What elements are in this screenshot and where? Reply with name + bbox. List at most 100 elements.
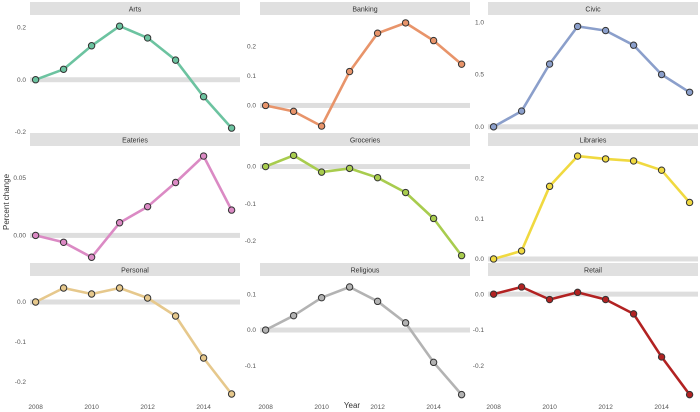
facet-strip-religious [260, 263, 470, 276]
y-tick-label-libraries: 0.2 [475, 175, 484, 182]
series-line-personal [34, 286, 233, 396]
data-point-libraries [601, 155, 610, 163]
data-point-eateries [171, 178, 180, 187]
data-point-religious [457, 390, 466, 399]
data-point-personal [199, 354, 208, 362]
y-tick-label-libraries: 0.0 [475, 256, 484, 263]
facet-strip-label-banking: Banking [352, 7, 377, 14]
data-point-arts [227, 124, 236, 132]
y-tick-label-libraries: 0.1 [475, 216, 484, 223]
series-line-banking [264, 21, 463, 128]
data-point-personal [115, 284, 124, 292]
data-point-religious [401, 319, 410, 327]
data-point-libraries [489, 255, 498, 263]
data-point-eateries [227, 206, 236, 214]
y-tick-label-arts: 0.2 [17, 25, 26, 32]
zero-line-personal [30, 299, 240, 305]
facet-strip-arts [30, 2, 240, 15]
data-point-civic [657, 70, 666, 79]
zero-line-groceries [260, 164, 470, 170]
data-point-groceries [401, 188, 410, 197]
data-point-eateries [31, 231, 40, 240]
y-tick-label-arts: 0.0 [17, 77, 26, 84]
data-point-libraries [685, 198, 694, 207]
zero-line-banking [260, 102, 470, 108]
data-point-religious [289, 311, 298, 320]
data-point-banking [317, 122, 326, 130]
y-tick-label-eateries: 0.05 [13, 175, 26, 182]
y-tick-label-groceries: -0.2 [245, 238, 257, 245]
zero-line-retail [488, 291, 698, 297]
data-point-retail [601, 295, 610, 304]
x-tick-label: 2012 [598, 404, 613, 411]
zero-line-libraries [488, 256, 698, 262]
data-point-retail [629, 310, 638, 318]
data-point-libraries [573, 152, 582, 160]
y-tick-label-banking: 0.1 [247, 73, 256, 80]
series-line-eateries [34, 154, 233, 259]
y-tick-label-personal: 0.0 [17, 299, 26, 306]
x-tick-label: 2014 [196, 404, 211, 411]
data-point-personal [31, 298, 40, 306]
zero-line-religious [260, 327, 470, 333]
data-point-civic [629, 41, 638, 49]
data-point-arts [171, 56, 180, 64]
data-point-eateries [143, 202, 152, 211]
series-line-religious [264, 285, 463, 396]
y-tick-label-arts: -0.2 [15, 129, 27, 136]
x-tick-label: 2008 [28, 404, 43, 411]
data-point-personal [59, 284, 68, 292]
data-point-personal [87, 290, 96, 298]
x-tick-label: 2012 [370, 404, 385, 411]
data-point-religious [429, 358, 438, 367]
series-line-arts [34, 24, 233, 130]
data-point-groceries [345, 164, 354, 173]
data-point-arts [143, 34, 152, 42]
facet-strip-label-eateries: Eateries [122, 138, 148, 145]
series-line-libraries [492, 154, 691, 261]
data-point-civic [517, 107, 526, 115]
facet-strip-personal [30, 263, 240, 276]
data-point-arts [199, 93, 208, 101]
facet-strip-label-retail: Retail [584, 268, 602, 275]
data-point-civic [489, 123, 498, 131]
zero-line-eateries [30, 232, 240, 238]
data-point-banking [457, 60, 466, 68]
facet-strip-label-religious: Religious [351, 268, 380, 275]
data-point-groceries [429, 214, 438, 223]
data-point-personal [227, 390, 236, 398]
data-point-groceries [457, 251, 466, 260]
x-tick-label: 2010 [84, 404, 99, 411]
y-tick-label-personal: -0.2 [15, 379, 27, 386]
data-point-groceries [317, 168, 326, 176]
y-tick-label-civic: 0.0 [475, 124, 484, 131]
facet-strip-eateries [30, 133, 240, 146]
data-point-eateries [115, 219, 124, 227]
data-point-libraries [629, 157, 638, 165]
series-line-retail [492, 285, 691, 396]
data-point-retail [685, 390, 694, 399]
x-tick-label: 2012 [140, 404, 155, 411]
y-tick-label-eateries: 0.00 [13, 233, 26, 240]
y-axis-title: Percent change [2, 173, 11, 230]
data-point-groceries [373, 173, 382, 182]
data-point-arts [31, 76, 40, 84]
data-point-civic [685, 88, 694, 96]
data-point-libraries [517, 247, 526, 255]
x-tick-label: 2014 [654, 404, 669, 411]
data-point-religious [261, 326, 270, 334]
data-point-retail [657, 353, 666, 361]
data-point-civic [545, 60, 554, 68]
facet-strip-libraries [488, 133, 698, 146]
data-point-civic [601, 26, 610, 35]
y-tick-label-religious: -0.1 [245, 363, 257, 370]
data-point-eateries [59, 238, 68, 247]
x-tick-label: 2008 [258, 404, 273, 411]
data-point-libraries [657, 166, 666, 174]
facet-strip-label-civic: Civic [585, 7, 601, 14]
data-point-retail [573, 288, 582, 297]
data-point-eateries [87, 253, 96, 261]
facet-strip-retail [488, 263, 698, 276]
facet-strip-label-groceries: Groceries [350, 138, 381, 145]
data-point-groceries [261, 162, 270, 171]
